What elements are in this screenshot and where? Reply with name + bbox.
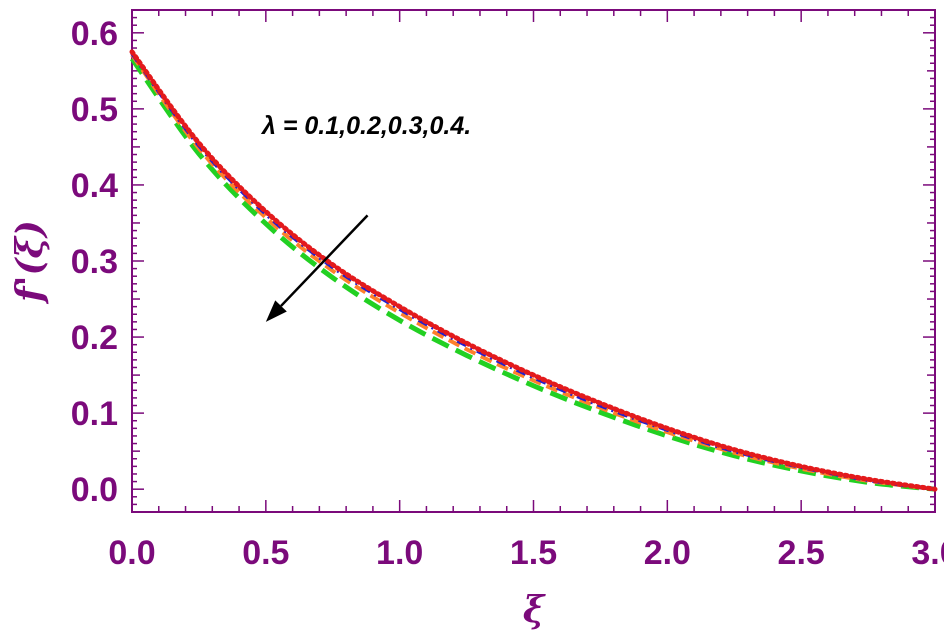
y-tick-label: 0.0 bbox=[71, 471, 118, 509]
series-lines bbox=[129, 49, 938, 492]
y-tick-label: 0.5 bbox=[71, 91, 118, 129]
y-tick-label: 0.2 bbox=[71, 319, 118, 357]
series-line-dash-dot bbox=[130, 52, 936, 492]
series-line-dashed bbox=[130, 53, 936, 492]
x-tick-label: 0.5 bbox=[242, 534, 289, 572]
x-tick-label: 3.0 bbox=[911, 534, 944, 572]
y-axis-title: f'(ξ) bbox=[9, 220, 51, 305]
series-line-dotted bbox=[129, 49, 938, 492]
y-tick-labels: 0.0 0.1 0.2 0.3 0.4 0.5 0.6 bbox=[71, 15, 118, 509]
x-tick-label: 2.5 bbox=[778, 534, 825, 572]
plot-frame bbox=[131, 9, 936, 513]
arrow-head bbox=[265, 300, 287, 322]
arrow-shaft bbox=[280, 214, 369, 307]
y-tick-label: 0.3 bbox=[71, 243, 118, 281]
x-tick-label: 0.0 bbox=[108, 534, 155, 572]
x-axis-title: ξ bbox=[523, 589, 546, 631]
y-tick-label: 0.6 bbox=[71, 15, 118, 53]
x-tick-label: 1.5 bbox=[510, 534, 557, 572]
y-tick-label: 0.4 bbox=[71, 167, 118, 205]
direction-arrow bbox=[265, 214, 369, 322]
lambda-annotation: λ = 0.1,0.2,0.3,0.4. bbox=[260, 112, 471, 140]
series-line-long-dashed bbox=[129, 57, 936, 492]
x-tick-label: 1.0 bbox=[376, 534, 423, 572]
tick-marks bbox=[131, 10, 936, 512]
y-tick-label: 0.1 bbox=[71, 395, 118, 433]
x-tick-labels: 0.0 0.5 1.0 1.5 2.0 2.5 3.0 bbox=[108, 534, 944, 572]
x-tick-label: 2.0 bbox=[644, 534, 691, 572]
